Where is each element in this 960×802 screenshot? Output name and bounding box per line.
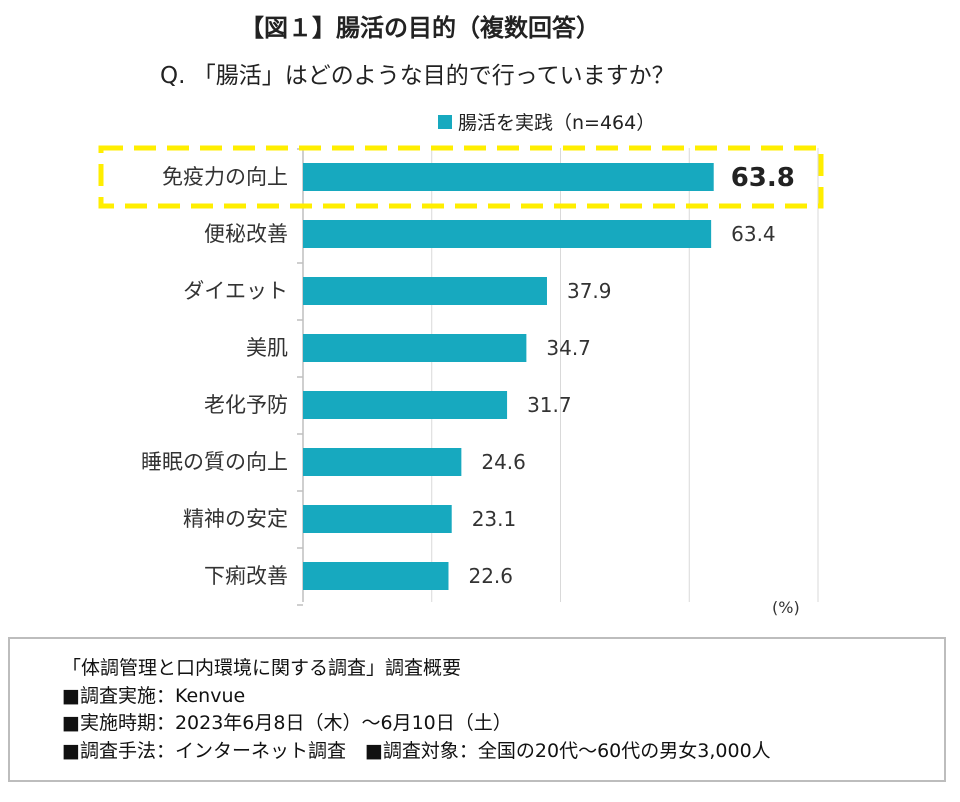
data-label: 63.8 [731,163,795,193]
highlight-box [98,145,824,209]
category-label: 美肌 [246,336,288,360]
data-label: 22.6 [468,564,513,588]
question-text: Q. 「腸活」はどのような目的で行っていますか？ [160,63,675,89]
survey-name: 「体調管理と口内環境に関する調査」調査概要 [62,657,462,679]
category-label: 老化予防 [204,393,288,417]
data-label: 31.7 [527,393,572,417]
bar [303,277,547,305]
data-label: 24.6 [481,450,526,474]
bar [303,334,527,362]
bar [303,448,462,476]
bar [303,163,714,191]
unit-label: (%) [772,598,800,617]
figure-title: 【図１】腸活の目的（複数回答） [240,14,600,42]
data-label: 34.7 [546,336,591,360]
bar-chart: 免疫力の向上 63.8 便秘改善 63.4 ダイエット 37.9 美肌 34.7 老化予防 31.… [98,145,824,606]
data-label: 63.4 [731,222,776,246]
data-label: 37.9 [567,279,612,303]
survey-conductor: ■調査実施：Kenvue [62,684,246,707]
legend: 腸活を実践（n=464） [438,108,655,135]
bar [303,505,452,533]
category-label: 免疫力の向上 [162,165,288,189]
bar [303,391,508,419]
category-label: 睡眠の質の向上 [141,450,288,474]
category-label: ダイエット [183,279,288,303]
data-label: 23.1 [472,507,517,531]
category-label: 精神の安定 [183,507,288,531]
survey-method-target: ■調査手法：インターネット調査 ■調査対象：全国の20代～60代の男女3,000… [62,739,771,762]
legend-label: 腸活を実践（n=464） [458,112,656,134]
legend-swatch [438,114,452,129]
bar [303,220,712,248]
category-label: 便秘改善 [204,222,288,246]
bar [303,562,449,590]
survey-period: ■実施時期：2023年6月8日（木）～6月10日（土） [62,712,512,734]
survey-notes-box: 「体調管理と口内環境に関する調査」調査概要 ■調査実施：Kenvue ■実施時期… [8,637,946,782]
category-label: 下痢改善 [204,564,288,588]
